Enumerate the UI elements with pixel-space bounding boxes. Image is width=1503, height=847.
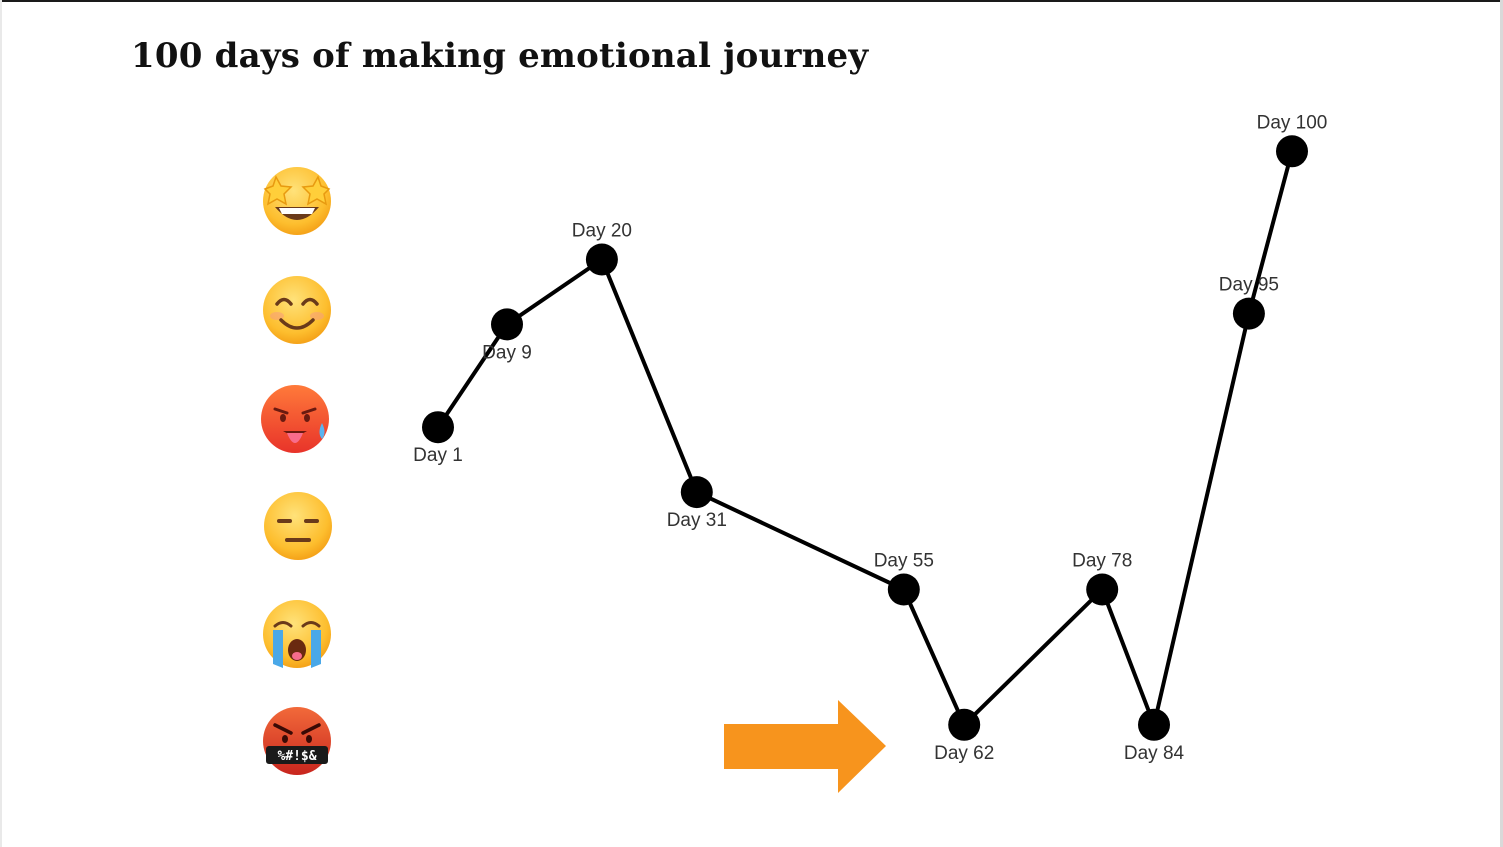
- data-point-day-1: [422, 411, 454, 444]
- chart-title: 100 days of making emotional journey: [131, 36, 869, 76]
- data-label-day-78: Day 78: [1072, 551, 1132, 572]
- data-point-day-31: [680, 476, 713, 509]
- data-label-day-1: Day 1: [413, 445, 463, 466]
- star-struck-face-icon: [263, 167, 331, 235]
- data-point-day-100: [1276, 135, 1308, 168]
- data-point-day-78: [1086, 573, 1119, 606]
- orange-arrow-icon: [724, 700, 886, 793]
- top-border: [0, 0, 1503, 2]
- right-border: [1500, 0, 1503, 847]
- expressionless-face-icon: [264, 492, 332, 560]
- cursing-face-icon: %#!$&: [263, 707, 331, 775]
- data-point-day-55: [887, 573, 920, 606]
- loudly-crying-face-icon: [263, 600, 331, 668]
- cursing-symbols: %#!$&: [277, 749, 316, 764]
- data-label-day-95: Day 95: [1219, 275, 1279, 296]
- data-label-day-100: Day 100: [1257, 112, 1328, 133]
- series-line: [436, 149, 1294, 727]
- data-label-day-9: Day 9: [482, 342, 532, 363]
- left-border: [0, 0, 2, 847]
- hot-face-icon: [261, 385, 329, 453]
- data-label-day-20: Day 20: [572, 221, 632, 242]
- data-label-day-84: Day 84: [1124, 743, 1185, 764]
- data-point-day-20: [585, 243, 618, 276]
- data-label-day-62: Day 62: [934, 743, 994, 764]
- data-label-day-31: Day 31: [667, 510, 727, 531]
- data-point-day-62: [948, 708, 981, 741]
- data-point-day-9: [491, 308, 523, 341]
- smiling-face-icon: [263, 276, 331, 344]
- data-point-day-95: [1232, 297, 1265, 330]
- data-point-day-84: [1138, 708, 1170, 741]
- data-label-day-55: Day 55: [874, 551, 934, 572]
